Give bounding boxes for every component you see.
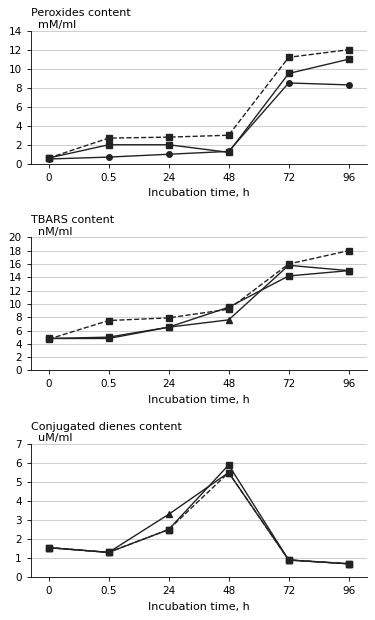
Text: Peroxides content
  mM/ml: Peroxides content mM/ml: [31, 8, 130, 30]
X-axis label: Incubation time, h: Incubation time, h: [148, 188, 249, 198]
Text: TBARS content
  nM/ml: TBARS content nM/ml: [31, 215, 114, 237]
X-axis label: Incubation time, h: Incubation time, h: [148, 601, 249, 612]
Text: Conjugated dienes content
  uM/ml: Conjugated dienes content uM/ml: [31, 422, 182, 443]
X-axis label: Incubation time, h: Incubation time, h: [148, 395, 249, 405]
